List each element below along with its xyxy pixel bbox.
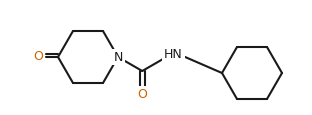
Text: O: O — [33, 50, 43, 62]
Text: HN: HN — [164, 48, 183, 61]
Text: N: N — [113, 51, 123, 64]
Text: O: O — [137, 88, 147, 101]
